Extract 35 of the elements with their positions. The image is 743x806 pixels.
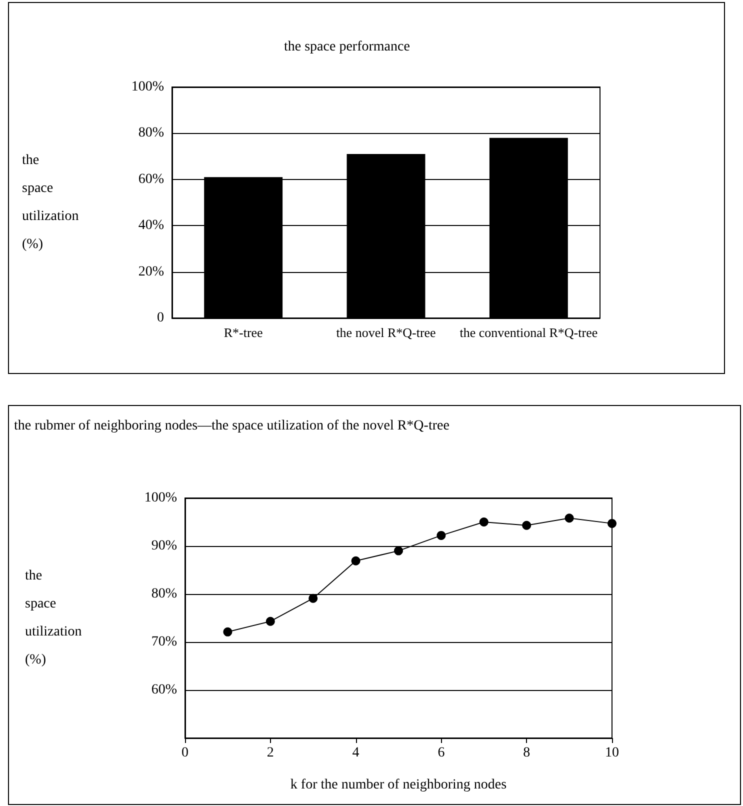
x-tick-label: 8 [523,746,530,760]
x-tick-label: 6 [438,746,445,760]
point [223,627,232,636]
y-tick-label: 20% [138,264,164,280]
y-tick-label: 70% [151,634,178,650]
point [308,594,318,603]
point [351,556,360,566]
chart-title: the rubmer of neighboring nodes—the space utilization of the novel R*Q-tree [14,418,450,434]
y-tick-label: 90% [151,538,178,554]
x-tick-label: the novel R*Q-tree [336,325,436,340]
x-tick-label: 4 [352,746,360,760]
point [266,616,275,626]
x-tick-label: 2 [266,746,274,760]
y-tick-label: 80% [151,586,178,602]
point [394,546,403,556]
y-axis-title: the space utilization (%) [25,568,82,668]
point [608,518,616,528]
point [479,518,488,526]
point [522,520,532,530]
chart-title: the space performance [284,40,410,54]
x-tick-label: 0 [182,746,188,760]
x-axis-title: k for the number of neighboring nodes [290,778,507,792]
y-tick-label: 40% [138,218,164,234]
point [436,530,446,540]
y-axis-title: the space utilization (%) [22,153,79,252]
y-tick-label: 0 [157,310,164,326]
x-tick-label: the conventional R*Q-tree [460,325,598,340]
y-tick-label: 80% [138,126,164,141]
x-tick-label: R*-tree [224,325,264,340]
y-tick-label: 100% [131,80,164,94]
point [564,514,574,523]
y-tick-label: 60% [138,172,164,187]
y-tick-label: 100% [144,490,178,506]
x-tick-label: 10 [605,746,619,760]
y-tick-label: 60% [151,682,178,698]
